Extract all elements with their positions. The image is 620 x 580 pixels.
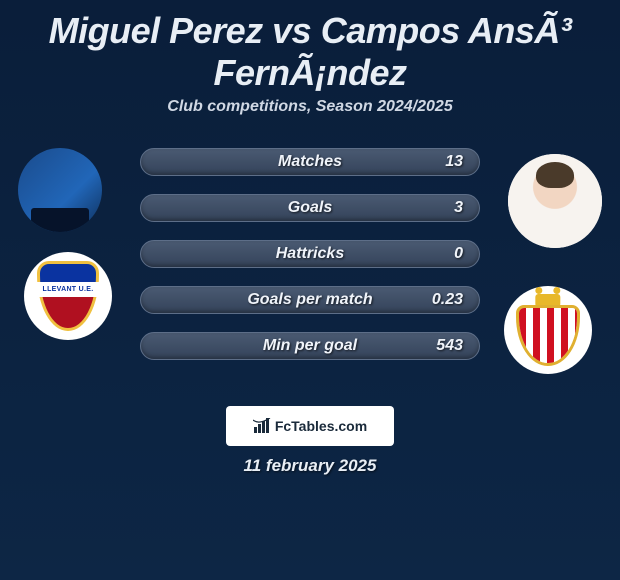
player-right-avatar bbox=[508, 154, 602, 248]
watermark-text: FcTables.com bbox=[275, 418, 367, 434]
stat-row-hattricks: Hattricks 0 bbox=[140, 240, 480, 268]
stat-label: Matches bbox=[278, 153, 342, 171]
stat-row-goals-per-match: Goals per match 0.23 bbox=[140, 286, 480, 314]
stat-label: Goals per match bbox=[247, 291, 372, 309]
stat-row-matches: Matches 13 bbox=[140, 148, 480, 176]
stat-label: Hattricks bbox=[276, 245, 344, 263]
stat-value-right: 0.23 bbox=[432, 291, 463, 309]
club-left-banner-text: LLEVANT U.E. bbox=[37, 282, 99, 297]
player-left-avatar bbox=[18, 148, 102, 232]
stat-bars: Matches 13 Goals 3 Hattricks 0 Goals per… bbox=[140, 148, 480, 378]
stat-value-right: 0 bbox=[454, 245, 463, 263]
stat-row-min-per-goal: Min per goal 543 bbox=[140, 332, 480, 360]
club-right-crest bbox=[504, 286, 592, 374]
stat-label: Goals bbox=[288, 199, 332, 217]
stat-row-goals: Goals 3 bbox=[140, 194, 480, 222]
comparison-panel: LLEVANT U.E. Matches 13 Goals 3 Hattrick… bbox=[0, 144, 620, 404]
stat-label: Min per goal bbox=[263, 337, 357, 355]
comparison-date: 11 february 2025 bbox=[0, 456, 620, 476]
bar-chart-icon bbox=[253, 418, 271, 434]
page-subtitle: Club competitions, Season 2024/2025 bbox=[0, 98, 620, 116]
club-left-crest: LLEVANT U.E. bbox=[24, 252, 112, 340]
watermark-badge: FcTables.com bbox=[226, 406, 394, 446]
stat-value-right: 3 bbox=[454, 199, 463, 217]
stat-value-right: 13 bbox=[445, 153, 463, 171]
stat-value-right: 543 bbox=[436, 337, 463, 355]
page-title: Miguel Perez vs Campos AnsÃ³ FernÃ¡ndez bbox=[0, 0, 620, 98]
